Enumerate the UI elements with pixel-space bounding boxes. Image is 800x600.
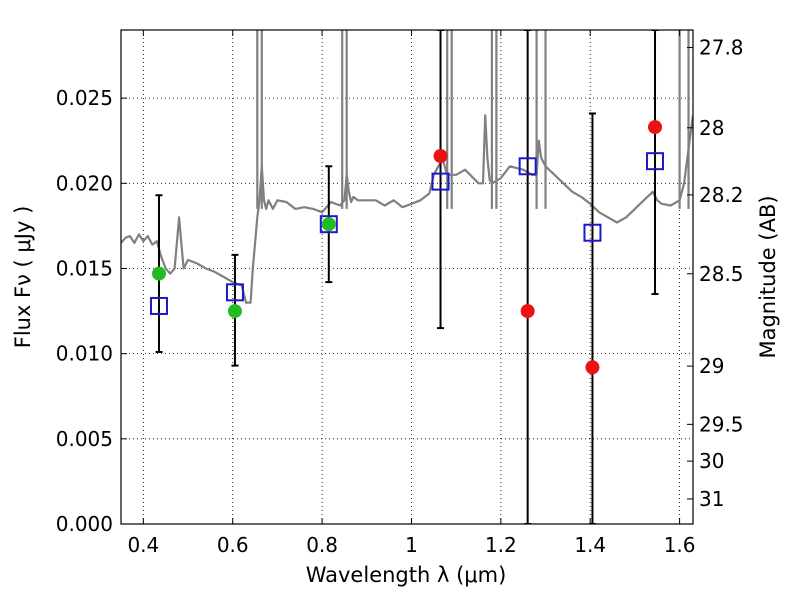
y-tick-label: 0.005 bbox=[56, 427, 113, 451]
y-tick-label: 0.020 bbox=[56, 171, 113, 195]
model-flux-square bbox=[319, 215, 338, 234]
right-tick-label: 28 bbox=[699, 116, 724, 140]
y-tick-label: 0.010 bbox=[56, 342, 113, 366]
right-tick-label: 31 bbox=[699, 487, 724, 511]
x-axis-label: Wavelength λ (μm) bbox=[306, 563, 507, 587]
y-tick-label: 0.025 bbox=[56, 86, 113, 110]
x-tick-label: 1.6 bbox=[664, 533, 696, 557]
right-tick-label: 30 bbox=[699, 449, 724, 473]
plot-area bbox=[121, 30, 693, 524]
spectrum-line bbox=[121, 114, 693, 304]
x-tick-label: 1.4 bbox=[574, 533, 606, 557]
model-flux-square bbox=[149, 296, 168, 315]
model-flux-square bbox=[225, 283, 244, 302]
right-tick-label: 29 bbox=[699, 354, 724, 378]
observed-flux-point-green bbox=[321, 217, 336, 232]
right-tick-label: 28.2 bbox=[699, 183, 744, 207]
model-flux-square bbox=[518, 157, 537, 176]
observed-flux-point-red bbox=[585, 360, 600, 375]
y-axis-label: Flux Fν ( μJy ) bbox=[11, 206, 35, 349]
model-flux-square bbox=[431, 172, 450, 191]
right-tick-label: 29.5 bbox=[699, 412, 744, 436]
observed-flux-point-red bbox=[520, 304, 535, 319]
model-flux-square bbox=[646, 152, 665, 171]
x-tick-label: 0.8 bbox=[306, 533, 338, 557]
observed-flux-point-green bbox=[227, 304, 242, 319]
x-tick-label: 1 bbox=[405, 533, 418, 557]
observed-flux-point-green bbox=[151, 266, 166, 281]
right-axis-label: Magnitude (AB) bbox=[756, 195, 780, 358]
model-flux-square bbox=[583, 223, 602, 242]
y-tick-label: 0.000 bbox=[56, 512, 113, 536]
x-tick-label: 1.2 bbox=[485, 533, 517, 557]
observed-flux-point-red bbox=[648, 120, 663, 135]
right-tick-label: 27.8 bbox=[699, 36, 744, 60]
right-tick-label: 28.5 bbox=[699, 262, 744, 286]
x-tick-label: 0.6 bbox=[217, 533, 249, 557]
plot-frame bbox=[120, 29, 694, 525]
y-tick-label: 0.015 bbox=[56, 256, 113, 280]
observed-flux-point-red bbox=[433, 149, 448, 164]
x-tick-label: 0.4 bbox=[127, 533, 159, 557]
axis-ticks: 0.4 0.6 0.8 1 1.2 1.4 1.6 0.000 0.005 0.010 0.015 0… bbox=[56, 30, 744, 557]
